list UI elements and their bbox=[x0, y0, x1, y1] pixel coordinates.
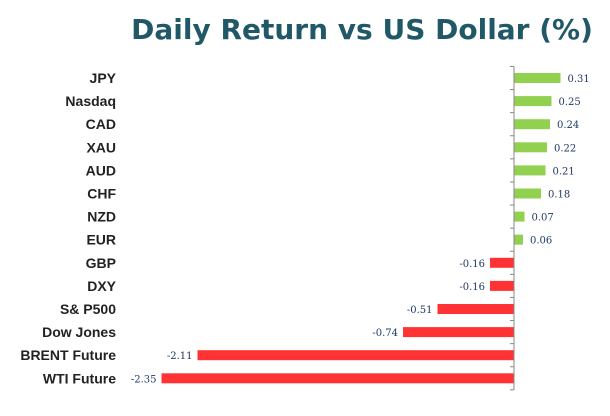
data-label: 0.18 bbox=[548, 190, 570, 201]
data-label: 0.31 bbox=[568, 74, 590, 85]
bars bbox=[161, 73, 561, 384]
category-label: DXY bbox=[87, 278, 116, 294]
data-label: -0.16 bbox=[459, 282, 485, 293]
data-label: -0.51 bbox=[407, 305, 433, 316]
bar bbox=[437, 304, 514, 314]
category-label: JPY bbox=[90, 70, 117, 86]
data-label: -2.11 bbox=[167, 351, 193, 362]
category-label: CAD bbox=[86, 116, 116, 132]
bar bbox=[514, 188, 541, 199]
data-label: -0.74 bbox=[372, 328, 398, 339]
category-label: Nasdaq bbox=[65, 93, 116, 109]
category-label: AUD bbox=[86, 162, 116, 178]
data-label: 0.24 bbox=[557, 120, 579, 131]
value-labels: 0.31 0.25 0.24 0.22 0.21 0.18 0.07 0.06 -0.16 -0.… bbox=[131, 74, 590, 385]
data-label: 0.06 bbox=[530, 236, 552, 247]
bar bbox=[197, 350, 514, 361]
category-label: S& P500 bbox=[60, 301, 116, 317]
category-label: WTI Future bbox=[43, 370, 116, 386]
value-axis bbox=[510, 65, 515, 391]
bar bbox=[514, 119, 550, 130]
bar bbox=[490, 280, 514, 291]
category-label: Dow Jones bbox=[42, 324, 116, 340]
bar bbox=[514, 142, 547, 153]
bar bbox=[514, 211, 525, 222]
category-label: BRENT Future bbox=[20, 347, 116, 363]
data-label: -2.35 bbox=[131, 374, 157, 385]
data-label: 0.21 bbox=[553, 166, 575, 177]
bar bbox=[403, 327, 514, 338]
bar bbox=[514, 234, 523, 245]
bar bbox=[161, 373, 514, 384]
bar bbox=[490, 257, 514, 268]
category-label: CHF bbox=[87, 186, 116, 202]
bar bbox=[514, 96, 552, 107]
data-label: 0.07 bbox=[532, 213, 554, 224]
category-label: EUR bbox=[86, 232, 116, 248]
data-label: -0.16 bbox=[459, 259, 485, 270]
bar bbox=[514, 73, 561, 83]
data-label: 0.22 bbox=[554, 143, 576, 154]
data-label: 0.25 bbox=[559, 97, 581, 108]
category-label: GBP bbox=[86, 255, 116, 271]
category-label: XAU bbox=[86, 139, 116, 155]
chart-title: Daily Return vs US Dollar (%) bbox=[131, 13, 593, 46]
bar bbox=[514, 165, 546, 176]
category-labels: JPY Nasdaq CAD XAU AUD CHF NZD EUR GBP DXY S& P500… bbox=[20, 70, 116, 386]
category-label: NZD bbox=[87, 209, 116, 225]
